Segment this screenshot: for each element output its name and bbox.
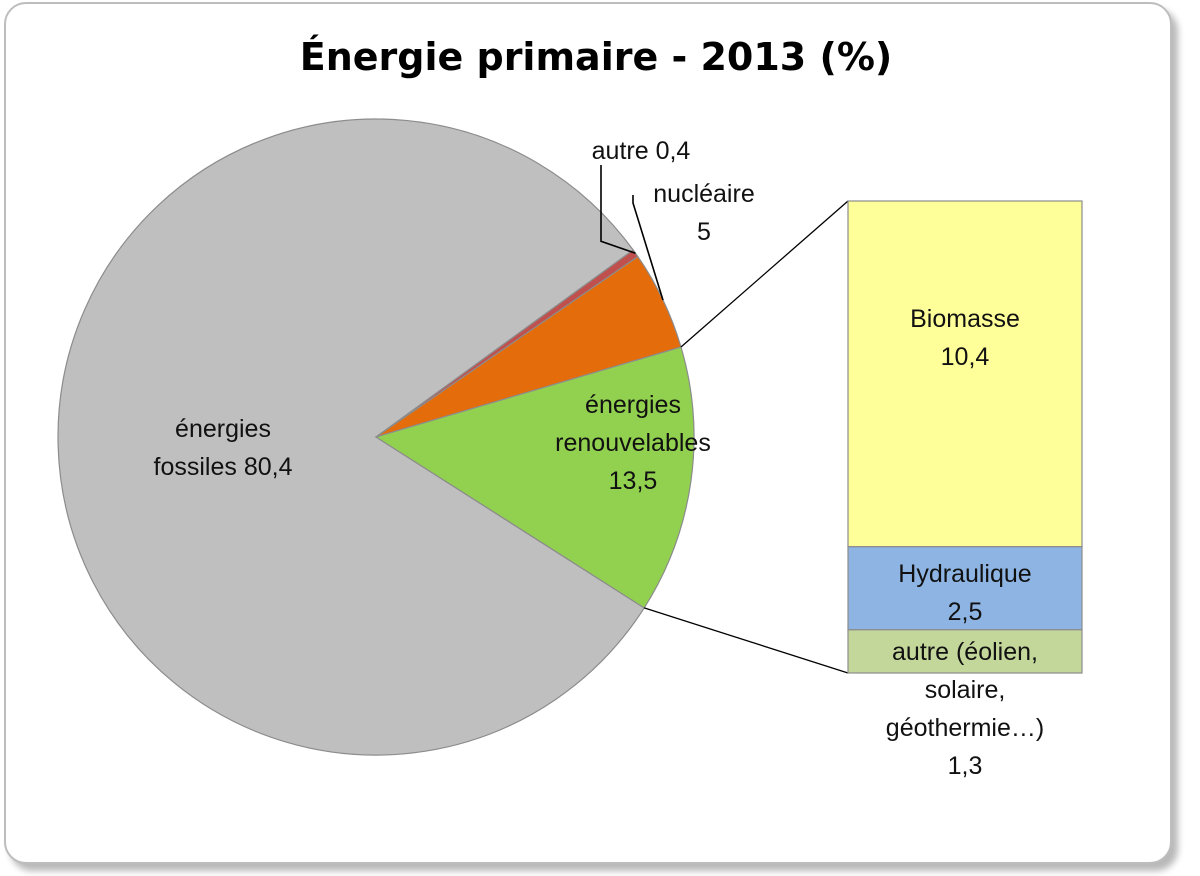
data-label-line: 13,5 (609, 467, 658, 495)
data-label-line: solaire, (925, 676, 1006, 704)
connector-line-top (680, 200, 849, 348)
data-label-fossiles: énergies fossiles 80,4 (154, 415, 293, 481)
data-label-nucleaire: nucléaire 5 (653, 180, 754, 246)
data-label-line: Biomasse (910, 305, 1020, 333)
connector-line-bottom (644, 607, 849, 674)
breakdown-segment-biomasse (847, 200, 1083, 548)
data-label-hydraulique: Hydraulique 2,5 (898, 560, 1031, 626)
breakdown-segment-autre-renouv (847, 629, 1083, 674)
data-labels: énergies fossiles 80,4 autre 0,4 nucléaire 5… (154, 137, 1045, 780)
data-label-line: 2,5 (948, 598, 983, 626)
data-label-line: énergies (175, 415, 271, 443)
leader-line-autre (600, 165, 636, 255)
data-label-autre: autre 0,4 (592, 137, 691, 165)
data-label-renouvelables: énergies renouvelables 13,5 (555, 391, 711, 495)
data-label-line: renouvelables (555, 429, 711, 457)
data-label-line: 5 (697, 218, 711, 246)
pie-slices (57, 118, 695, 756)
data-label-line: 10,4 (941, 343, 990, 371)
pie-slice-fossiles (57, 118, 646, 756)
data-label-line: autre (éolien, (892, 638, 1038, 666)
data-label-line: 1,3 (948, 752, 983, 780)
breakdown-bar (847, 200, 1083, 674)
leader-line-nucleaire (632, 195, 664, 301)
chart-title: Énergie primaire - 2013 (%) (300, 35, 893, 79)
data-label-biomasse: Biomasse 10,4 (910, 305, 1020, 371)
data-label-line: nucléaire (653, 180, 754, 208)
connector-lines (644, 200, 849, 674)
data-label-line: Hydraulique (898, 560, 1031, 588)
breakdown-segment-hydraulique (847, 546, 1083, 631)
data-label-line: géothermie…) (886, 714, 1044, 742)
data-label-line: énergies (585, 391, 681, 419)
data-label-line: autre 0,4 (592, 137, 691, 165)
pie-slice-renouvelables (374, 346, 695, 609)
data-label-line: fossiles 80,4 (154, 453, 293, 481)
data-label-autre-renouv: autre (éolien, solaire, géothermie…) 1,3 (886, 638, 1044, 780)
